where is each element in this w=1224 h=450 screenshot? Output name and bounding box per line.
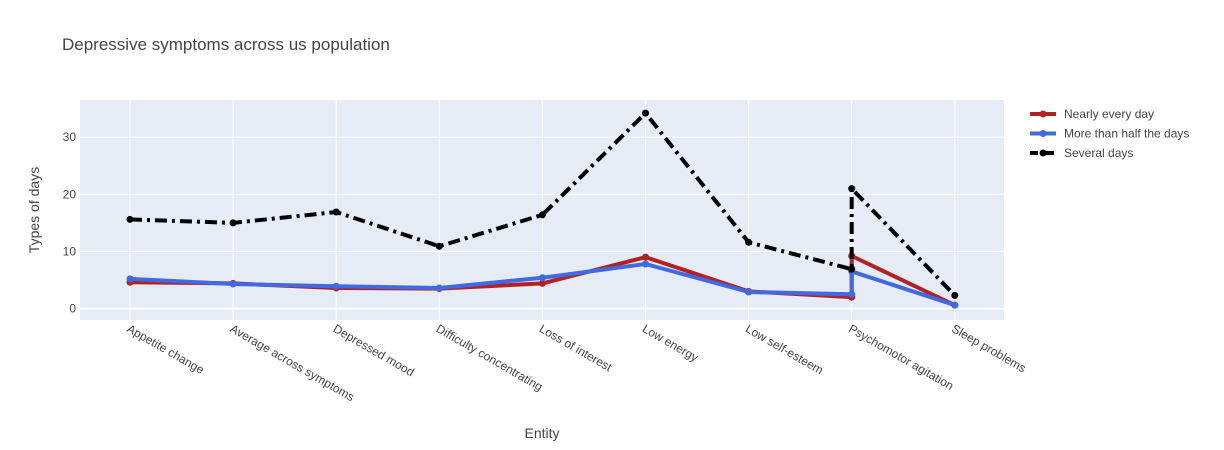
data-point[interactable]: [951, 291, 959, 299]
data-point[interactable]: [642, 253, 649, 261]
legend-item-2[interactable]: Several days: [1030, 146, 1133, 160]
legend-marker: [1039, 110, 1047, 118]
series-lines: [126, 109, 959, 309]
y-axis-title: Types of days: [26, 167, 42, 253]
x-tick-label: Low self-esteem: [743, 321, 826, 377]
x-tick-label: Sleep problems: [949, 321, 1028, 375]
data-point[interactable]: [332, 282, 340, 290]
data-point[interactable]: [848, 265, 856, 273]
data-point[interactable]: [745, 288, 753, 296]
data-point[interactable]: [332, 208, 340, 216]
data-point[interactable]: [745, 238, 753, 246]
y-tick-label: 10: [63, 244, 77, 258]
x-tick-labels: Appetite change Average across symptomsDe…: [125, 321, 1029, 404]
x-tick-label: Depressed mood: [331, 321, 417, 379]
data-point[interactable]: [951, 301, 959, 309]
legend[interactable]: Nearly every day More than half the days S…: [1030, 107, 1189, 160]
legend-item-0[interactable]: Nearly every day: [1030, 107, 1154, 121]
data-point[interactable]: [435, 242, 443, 250]
legend-label: Nearly every day: [1064, 107, 1154, 121]
data-point[interactable]: [848, 185, 856, 193]
data-point[interactable]: [538, 279, 546, 287]
data-point[interactable]: [848, 290, 856, 298]
x-tick-label: Low energy: [640, 321, 701, 364]
y-tick-label: 30: [63, 130, 77, 144]
data-point[interactable]: [229, 219, 237, 227]
legend-label: More than half the days: [1064, 127, 1189, 141]
y-tick-label: 0: [69, 302, 76, 316]
legend-marker: [1039, 149, 1047, 157]
data-point[interactable]: [126, 215, 134, 223]
chart-title: Depressive symptoms across us population: [62, 35, 390, 54]
y-tick-label: 20: [63, 187, 77, 201]
series-1: [126, 260, 959, 309]
series-line: [129, 111, 957, 297]
x-axis-title: Entity: [524, 425, 559, 441]
data-point[interactable]: [435, 284, 443, 292]
x-tick-label: Appetite change: [125, 321, 207, 377]
data-point[interactable]: [229, 280, 237, 288]
x-tick-label: Difficulty concentrating: [434, 321, 545, 393]
data-point[interactable]: [126, 275, 134, 283]
y-tick-labels: 0 10 20 30: [63, 130, 77, 315]
series-line: [129, 262, 956, 308]
x-tick-label: Psychomotor agitation: [846, 321, 956, 392]
legend-marker: [1039, 130, 1047, 137]
x-tick-label: Loss of interest: [537, 321, 615, 374]
series-2: [126, 109, 959, 299]
data-point[interactable]: [642, 109, 649, 117]
legend-label: Several days: [1064, 146, 1133, 160]
data-point[interactable]: [642, 260, 649, 268]
legend-item-1[interactable]: More than half the days: [1030, 127, 1189, 141]
data-point[interactable]: [538, 274, 546, 282]
data-point[interactable]: [538, 211, 546, 219]
